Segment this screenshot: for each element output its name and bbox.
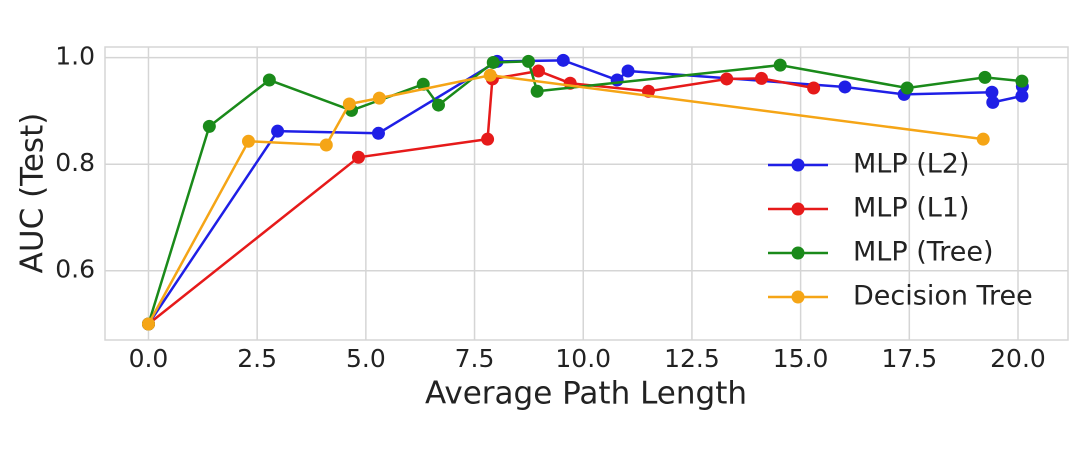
data-point	[838, 80, 852, 94]
x-tick-label: 5.0	[346, 344, 386, 373]
data-point	[773, 58, 787, 72]
legend-text: MLP (Tree)	[853, 237, 994, 268]
data-point	[483, 68, 497, 82]
data-point	[531, 64, 545, 78]
data-point	[1015, 74, 1029, 88]
x-tick-label: 17.5	[881, 344, 937, 373]
data-point	[351, 150, 365, 164]
x-tick-label: 20.0	[990, 344, 1046, 373]
data-point	[621, 64, 635, 78]
legend-text: MLP (L1)	[853, 193, 970, 224]
legend-text: Decision Tree	[853, 281, 1033, 312]
series-line	[147, 69, 814, 325]
data-point	[754, 71, 768, 85]
data-point	[431, 98, 445, 112]
data-point	[556, 53, 570, 67]
plot-frame	[104, 46, 1069, 341]
data-point	[202, 119, 216, 133]
y-tick-label: 0.8	[55, 148, 95, 177]
data-point	[720, 72, 734, 86]
legend-marker	[791, 202, 805, 216]
y-tick-label: 0.6	[55, 255, 95, 284]
y-tick-label: 1.0	[55, 42, 95, 71]
y-axis-label: AUC (Test)	[15, 113, 51, 274]
data-point	[986, 95, 1000, 109]
data-point	[342, 97, 356, 111]
data-point	[271, 124, 285, 138]
data-point	[486, 55, 500, 69]
x-tick-label: 2.5	[237, 344, 277, 373]
data-point	[1015, 89, 1029, 103]
data-point	[319, 138, 333, 152]
x-tick-label: 7.5	[455, 344, 495, 373]
data-point	[978, 70, 992, 84]
legend-marker	[791, 290, 805, 304]
x-tick-label: 15.0	[773, 344, 829, 373]
data-point	[530, 84, 544, 98]
legend-marker	[791, 246, 805, 260]
data-point	[262, 73, 276, 87]
data-point	[976, 132, 990, 146]
data-point	[610, 73, 624, 87]
data-point	[807, 81, 821, 95]
data-point	[521, 54, 535, 68]
x-axis-label: Average Path Length	[425, 376, 747, 412]
x-tick-label: 12.5	[664, 344, 720, 373]
legend-text: MLP (L2)	[853, 149, 970, 180]
data-point	[371, 126, 385, 140]
data-point	[900, 81, 914, 95]
x-tick-label: 0.0	[129, 344, 169, 373]
data-point	[985, 85, 999, 99]
data-point	[481, 132, 495, 146]
legend-marker	[791, 158, 805, 172]
data-point	[372, 91, 386, 105]
data-point	[241, 134, 255, 148]
data-point	[141, 317, 155, 331]
x-tick-label: 10.0	[555, 344, 611, 373]
